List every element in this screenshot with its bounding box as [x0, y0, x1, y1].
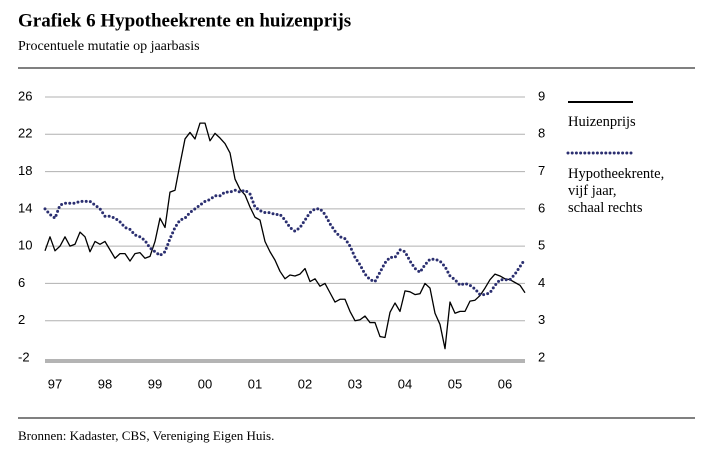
y2-tick-label: 9: [538, 88, 545, 103]
x-tick-label: 00: [198, 376, 212, 391]
x-tick-label: 97: [48, 376, 62, 391]
y-tick-label: 18: [18, 163, 32, 178]
x-tick-label: 05: [448, 376, 462, 391]
x-tick-label: 99: [148, 376, 162, 391]
legend-label: Hypotheekrente, vijf jaar, schaal rechts: [568, 166, 665, 216]
x-tick-label: 02: [298, 376, 312, 391]
y-tick-label: 26: [18, 88, 32, 103]
x-tick-label: 06: [498, 376, 512, 391]
series-line: [44, 122, 526, 350]
x-tick-label: 04: [398, 376, 412, 391]
y2-tick-label: 7: [538, 163, 545, 178]
y2-tick-label: 8: [538, 126, 545, 141]
x-tick-label: 98: [98, 376, 112, 391]
series-line: [43, 188, 527, 297]
x-tick-label: 03: [348, 376, 362, 391]
y2-tick-label: 5: [538, 238, 545, 253]
chart-subtitle: Procentuele mutatie op jaarbasis: [18, 39, 200, 54]
y-tick-label: 14: [18, 200, 32, 215]
y-tick-label: 10: [18, 238, 32, 253]
y-tick-label: -2: [18, 349, 30, 364]
y2-tick-label: 2: [538, 349, 545, 364]
y-tick-label: 6: [18, 275, 25, 290]
legend-label: Huizenprijs: [568, 114, 636, 130]
x-tick-label: 01: [248, 376, 262, 391]
y-tick-label: 2: [18, 312, 25, 327]
chart-title: Grafiek 6 Hypotheekrente en huizenprijs: [18, 10, 351, 31]
y2-tick-label: 3: [538, 312, 545, 327]
y2-tick-label: 4: [538, 275, 545, 290]
source-note: Bronnen: Kadaster, CBS, Vereniging Eigen…: [18, 428, 274, 443]
y2-tick-label: 6: [538, 200, 545, 215]
y-tick-label: 22: [18, 126, 32, 141]
